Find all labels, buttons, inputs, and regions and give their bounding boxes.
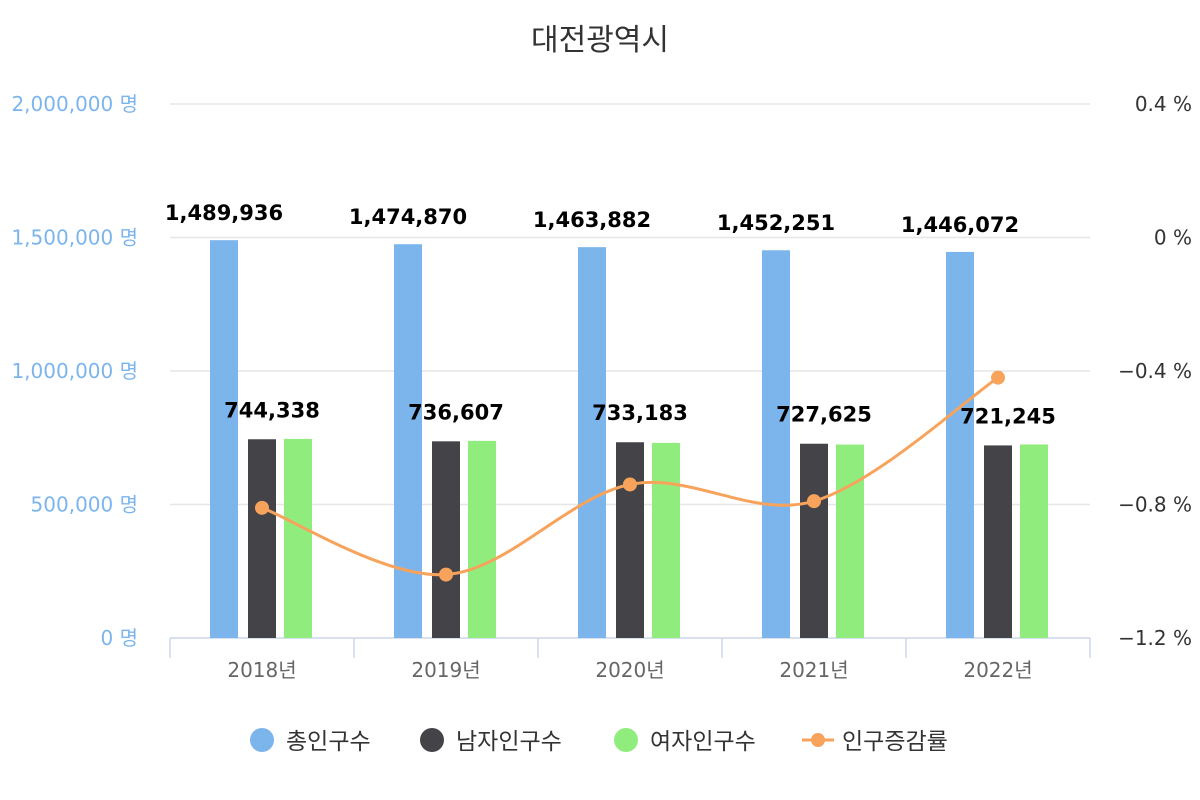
chart-title: 대전광역시 — [531, 23, 669, 58]
x-tick-label: 2020년 — [595, 658, 664, 682]
line-point[interactable] — [623, 477, 637, 492]
legend-marker — [420, 728, 444, 752]
bar[interactable] — [248, 439, 276, 638]
x-tick-label: 2022년 — [963, 658, 1032, 682]
bar[interactable] — [984, 445, 1012, 638]
x-axis: 2018년 2019년 2020년 2021년 2022년 — [169, 637, 1091, 682]
line-point[interactable] — [255, 500, 269, 515]
data-label: 727,625 — [776, 403, 872, 427]
bar[interactable] — [468, 440, 496, 638]
y-left-tick-label: 1,500,000 명 — [11, 226, 138, 250]
x-tick-label: 2021년 — [779, 658, 848, 682]
bar[interactable] — [800, 443, 828, 638]
x-tick-label: 2019년 — [411, 658, 480, 682]
bar[interactable] — [394, 244, 422, 638]
y-axis-right: −1.2 % −0.8 % −0.4 % 0 % 0.4 % — [1118, 92, 1192, 650]
data-label: 744,338 — [224, 398, 320, 422]
legend-label: 인구증감률 — [842, 729, 948, 755]
bar[interactable] — [578, 247, 606, 639]
y-left-tick-label: 1,000,000 명 — [11, 359, 138, 383]
y-right-tick-label: −0.8 % — [1118, 493, 1192, 517]
line-point[interactable] — [807, 494, 821, 509]
legend-label: 남자인구수 — [456, 729, 562, 755]
line-series — [255, 370, 1005, 582]
line-point[interactable] — [439, 567, 453, 582]
data-label: 1,446,072 — [901, 213, 1019, 237]
x-tick-label: 2018년 — [227, 658, 296, 682]
data-label: 736,607 — [408, 400, 504, 424]
data-label: 733,183 — [592, 401, 688, 425]
bar[interactable] — [616, 442, 644, 638]
y-left-tick-label: 0 명 — [101, 626, 138, 650]
y-right-tick-label: −0.4 % — [1118, 359, 1192, 383]
data-label: 721,245 — [960, 404, 1056, 428]
legend-item[interactable]: 남자인구수 — [420, 728, 562, 755]
bar[interactable] — [762, 250, 790, 639]
data-label: 1,489,936 — [165, 201, 283, 225]
bar[interactable] — [284, 438, 312, 638]
y-left-tick-label: 2,000,000 명 — [11, 92, 138, 116]
data-labels: 1,489,936 1,474,870 1,463,882 1,452,251 1,44… — [165, 201, 1056, 428]
data-label: 1,452,251 — [717, 211, 835, 235]
y-axis-left: 0 명 500,000 명 1,000,000 명 1,500,000 명 2,000,… — [11, 92, 138, 650]
y-right-tick-label: −1.2 % — [1118, 626, 1192, 650]
bar[interactable] — [210, 240, 238, 639]
line-point[interactable] — [991, 370, 1005, 385]
legend-item[interactable]: 인구증감률 — [802, 729, 948, 755]
bars — [210, 240, 1048, 639]
bar[interactable] — [1020, 444, 1048, 638]
data-label: 1,474,870 — [349, 205, 467, 229]
legend-item[interactable]: 여자인구수 — [614, 728, 756, 755]
bar[interactable] — [432, 441, 460, 638]
legend[interactable]: 총인구수 남자인구수 여자인구수 인구증감률 — [250, 728, 948, 755]
legend-label: 여자인구수 — [650, 729, 756, 755]
y-left-tick-label: 500,000 명 — [31, 493, 138, 517]
legend-marker — [614, 728, 638, 752]
legend-label: 총인구수 — [286, 729, 371, 755]
legend-marker — [811, 733, 825, 747]
y-right-tick-label: 0.4 % — [1135, 92, 1192, 116]
bar[interactable] — [652, 442, 680, 638]
y-right-tick-label: 0 % — [1154, 226, 1192, 250]
legend-item[interactable]: 총인구수 — [250, 728, 371, 755]
legend-marker — [250, 728, 274, 752]
bar[interactable] — [946, 251, 974, 638]
bar[interactable] — [836, 444, 864, 638]
data-label: 1,463,882 — [533, 208, 651, 232]
